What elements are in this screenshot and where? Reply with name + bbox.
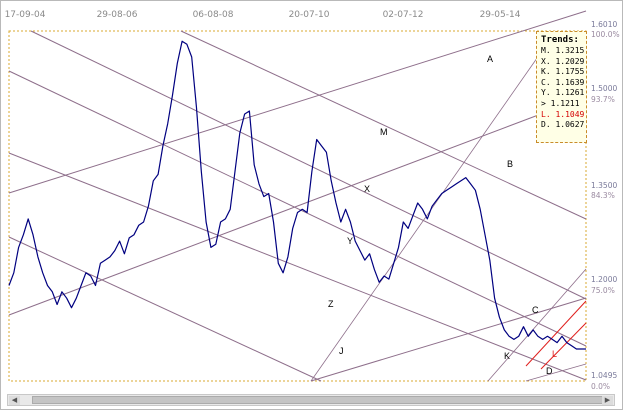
trend-label: Y: [347, 236, 353, 246]
y-tick-value: 1.2000: [591, 275, 618, 284]
y-tick-percent: 100.0%: [591, 30, 620, 39]
scroll-right-icon[interactable]: ▶: [602, 396, 613, 405]
legend-entry: K. 1.1755: [541, 67, 585, 77]
x-tick-label: 20-07-10: [288, 10, 330, 20]
trend-line: [487, 268, 587, 382]
trend-label: C: [532, 305, 539, 315]
horizontal-scrollbar[interactable]: ◀ ▶: [7, 394, 615, 406]
red-trend-line: [540, 322, 587, 370]
trend-line: [8, 236, 322, 382]
legend-entry: C. 1.1639: [541, 77, 585, 87]
red-trend-line: [525, 300, 587, 367]
price-line: [8, 40, 586, 350]
x-tick-label: 06-08-08: [192, 10, 234, 20]
trend-label: B: [507, 159, 513, 169]
x-tick-label: 02-07-12: [382, 10, 424, 20]
plot-border: [8, 30, 587, 382]
x-tick-label: 17-09-04: [4, 10, 46, 20]
trend-line: [8, 10, 587, 194]
y-tick-percent: 84.3%: [591, 191, 615, 200]
y-tick-percent: 75.0%: [591, 286, 615, 295]
plot-area: A B C D J K L M X Y Z: [8, 10, 587, 382]
y-tick-value: 1.6010: [591, 20, 618, 29]
legend-entry: M. 1.3215: [541, 46, 585, 55]
trend-label: L: [552, 349, 557, 359]
trend-line: [525, 363, 587, 382]
x-axis: 17-09-04 29-08-06 06-08-08 20-07-10 02-0…: [1, 1, 601, 25]
scrollbar-thumb[interactable]: [32, 396, 604, 404]
x-tick-label: 29-05-14: [479, 10, 521, 20]
scroll-left-icon[interactable]: ◀: [9, 396, 20, 405]
trend-line: [8, 152, 587, 381]
trend-labels: A B C D J K L M X Y Z: [328, 54, 557, 376]
legend-entry: L. 1.1049: [541, 109, 585, 119]
trend-line: [180, 30, 587, 220]
trend-label: Z: [328, 299, 334, 309]
trend-line: [8, 96, 587, 316]
x-tick-label: 29-08-06: [96, 10, 138, 20]
y-tick-value: 1.0495: [591, 371, 618, 380]
trend-label: X: [364, 184, 370, 194]
trend-line: [30, 30, 587, 300]
price-series: [8, 40, 586, 350]
legend-entry: > 1.1211: [541, 98, 580, 108]
trend-label: M: [380, 127, 388, 137]
legend-entry: Y. 1.1261: [541, 88, 585, 98]
trend-label: D: [546, 366, 553, 376]
y-tick-value: 1.5000: [591, 84, 618, 93]
trend-lines: [8, 10, 587, 382]
trend-line: [8, 70, 587, 347]
trend-label: J: [339, 346, 344, 356]
legend-entry: X. 1.2029: [541, 56, 585, 66]
trend-line: [310, 297, 587, 382]
legend-title: Trends:: [541, 35, 579, 45]
legend-entry: D. 1.0627: [541, 120, 585, 130]
y-tick-percent: 0.0%: [591, 382, 611, 391]
y-tick-value: 1.3500: [591, 181, 618, 190]
trend-line: [310, 30, 557, 382]
y-tick-percent: 93.7%: [591, 95, 615, 104]
trend-label: A: [487, 54, 493, 64]
y-axis: 1.6010 100.0% 1.5000 93.7% 1.3500 84.3% …: [586, 1, 622, 393]
trend-label: K: [504, 351, 510, 361]
trends-legend: Trends: M. 1.3215 X. 1.2029 K. 1.1755 C. 1.…: [536, 31, 587, 143]
